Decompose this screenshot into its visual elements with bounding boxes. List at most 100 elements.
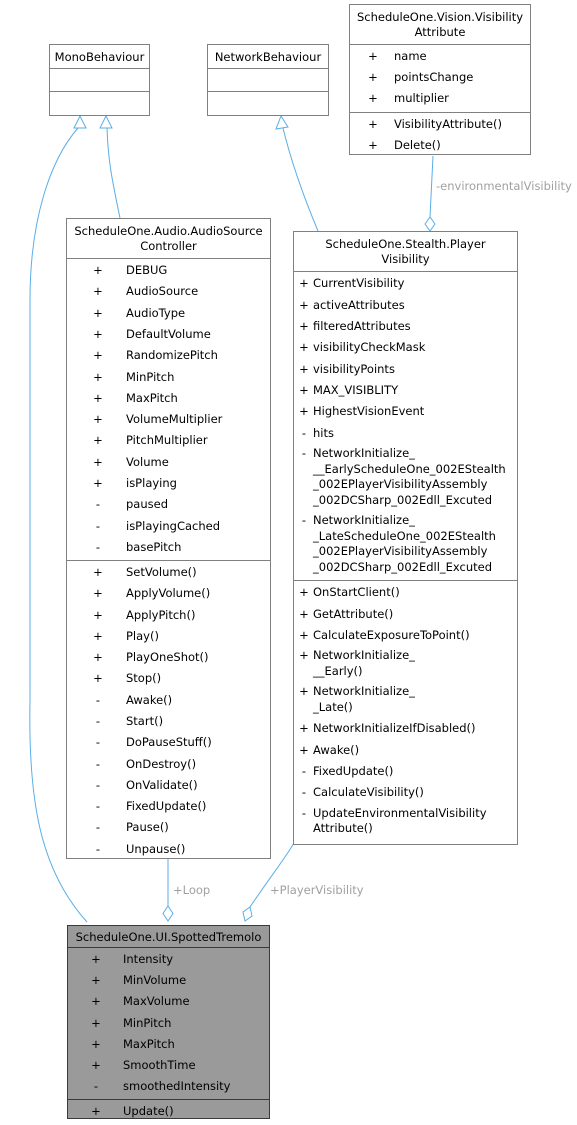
member-name: MinPitch bbox=[126, 369, 175, 384]
attribute-defaultvolume[interactable]: + DefaultVolume bbox=[67, 324, 270, 345]
member-name: HighestVisionEvent bbox=[313, 404, 425, 419]
operation-play[interactable]: + Play() bbox=[67, 626, 270, 647]
edge-player-to-net bbox=[282, 127, 319, 232]
class-visibility-attribute[interactable]: ScheduleOne.Vision.Visibility Attribute + n… bbox=[349, 4, 531, 155]
operation-awake[interactable]: - Awake() bbox=[67, 690, 270, 711]
visibility-marker: + bbox=[93, 454, 103, 469]
visibility-marker: + bbox=[91, 1036, 101, 1051]
operation-applypitch[interactable]: + ApplyPitch() bbox=[67, 605, 270, 626]
operation-updateenvironmentalvisibilityattribute[interactable]: - UpdateEnvironmentalVisibility Attribute(… bbox=[294, 804, 517, 840]
visibility-marker: + bbox=[299, 742, 309, 757]
class-title-line: Visibility bbox=[381, 252, 430, 266]
operation-calculateexposuretopoint[interactable]: + CalculateExposureToPoint() bbox=[294, 625, 517, 646]
member-name: __EarlyScheduleOne_002EStealth bbox=[313, 461, 506, 476]
attribute-name[interactable]: + name bbox=[350, 46, 530, 67]
member-name: ApplyVolume() bbox=[126, 586, 211, 601]
attribute-intensity[interactable]: + Intensity bbox=[68, 949, 269, 970]
attribute-smoothedintensity[interactable]: - smoothedIntensity bbox=[68, 1076, 269, 1097]
class-title: ScheduleOne.Stealth.Player Visibility bbox=[294, 232, 517, 272]
operation-pause[interactable]: - Pause() bbox=[67, 817, 270, 838]
operation-start[interactable]: - Start() bbox=[67, 711, 270, 732]
attribute-volume[interactable]: + Volume bbox=[67, 452, 270, 473]
visibility-marker: + bbox=[368, 91, 378, 106]
member-name: ApplyPitch() bbox=[126, 607, 196, 622]
visibility-marker: + bbox=[93, 628, 103, 643]
visibility-marker: - bbox=[301, 785, 307, 800]
operation-setvolume[interactable]: + SetVolume() bbox=[67, 562, 270, 583]
attribute-randomizepitch[interactable]: + RandomizePitch bbox=[67, 345, 270, 366]
attribute-minpitch[interactable]: + MinPitch bbox=[68, 1013, 269, 1034]
attribute-minvolume[interactable]: + MinVolume bbox=[68, 970, 269, 991]
attribute-networkinitialize-earlyscheduleone-002estealth-002eplayervisibilityassembly-002dcsharp-002edll-excuted[interactable]: - NetworkInitialize_ __EarlyScheduleOne_00… bbox=[294, 444, 517, 511]
attribute-maxpitch[interactable]: + MaxPitch bbox=[67, 388, 270, 409]
member-name: MaxPitch bbox=[126, 390, 178, 405]
member-name: CalculateVisibility() bbox=[313, 785, 424, 800]
visibility-marker: + bbox=[93, 475, 103, 490]
operation-visibilityattribute[interactable]: + VisibilityAttribute() bbox=[350, 114, 530, 136]
operation-onvalidate[interactable]: - OnValidate() bbox=[67, 775, 270, 796]
operation-playoneshot[interactable]: + PlayOneShot() bbox=[67, 647, 270, 668]
member-name: _002DCSharp_002Edll_Excuted bbox=[313, 559, 493, 574]
attribute-maxvolume[interactable]: + MaxVolume bbox=[68, 991, 269, 1012]
attribute-hits[interactable]: - hits bbox=[294, 423, 517, 444]
attribute-smoothtime[interactable]: + SmoothTime bbox=[68, 1055, 269, 1076]
class-spotted-tremolo[interactable]: ScheduleOne.UI.SpottedTremolo + Intensity +… bbox=[67, 925, 270, 1119]
operation-stop[interactable]: + Stop() bbox=[67, 668, 270, 689]
attribute-audiosource[interactable]: + AudioSource bbox=[67, 281, 270, 302]
operation-calculatevisibility[interactable]: - CalculateVisibility() bbox=[294, 782, 517, 803]
member-name: MaxVolume bbox=[123, 994, 190, 1009]
attribute-audiotype[interactable]: + AudioType bbox=[67, 303, 270, 324]
attribute-activeattributes[interactable]: + activeAttributes bbox=[294, 294, 517, 315]
member-name: basePitch bbox=[126, 539, 182, 554]
class-title-line: MonoBehaviour bbox=[54, 49, 145, 64]
operation-unpause[interactable]: - Unpause() bbox=[67, 839, 270, 860]
visibility-marker: - bbox=[95, 820, 101, 835]
attribute-currentvisibility[interactable]: + CurrentVisibility bbox=[294, 273, 517, 294]
attribute-isplaying[interactable]: + isPlaying bbox=[67, 473, 270, 494]
member-name: AudioType bbox=[126, 305, 186, 320]
operation-applyvolume[interactable]: + ApplyVolume() bbox=[67, 583, 270, 604]
attribute-maxpitch[interactable]: + MaxPitch bbox=[68, 1034, 269, 1055]
attribute-volumemultiplier[interactable]: + VolumeMultiplier bbox=[67, 409, 270, 430]
class-networkbehaviour[interactable]: NetworkBehaviour bbox=[207, 44, 329, 116]
attribute-highestvisionevent[interactable]: + HighestVisionEvent bbox=[294, 401, 517, 422]
operation-dopausestuff[interactable]: - DoPauseStuff() bbox=[67, 732, 270, 753]
operation-networkinitialize-late[interactable]: + NetworkInitialize_ _Late() bbox=[294, 682, 517, 718]
attribute-multiplier[interactable]: + multiplier bbox=[350, 88, 530, 109]
attribute-max-visiblity[interactable]: + MAX_VISIBLITY bbox=[294, 380, 517, 401]
attribute-visibilitypoints[interactable]: + visibilityPoints bbox=[294, 359, 517, 380]
visibility-marker: + bbox=[91, 1058, 101, 1073]
attribute-visibilitycheckmask[interactable]: + visibilityCheckMask bbox=[294, 337, 517, 358]
operation-getattribute[interactable]: + GetAttribute() bbox=[294, 603, 517, 624]
class-monobehaviour[interactable]: MonoBehaviour bbox=[49, 44, 150, 116]
visibility-marker: + bbox=[299, 340, 309, 355]
attribute-debug[interactable]: + DEBUG bbox=[67, 260, 270, 281]
attribute-pitchmultiplier[interactable]: + PitchMultiplier bbox=[67, 430, 270, 451]
member-name: Unpause() bbox=[126, 841, 186, 856]
visibility-marker: + bbox=[299, 383, 309, 398]
operation-fixedupdate[interactable]: - FixedUpdate() bbox=[67, 796, 270, 817]
attribute-pointschange[interactable]: + pointsChange bbox=[350, 67, 530, 88]
attribute-minpitch[interactable]: + MinPitch bbox=[67, 366, 270, 387]
operation-networkinitializeifdisabled[interactable]: + NetworkInitializeIfDisabled() bbox=[294, 718, 517, 739]
operation-fixedupdate[interactable]: - FixedUpdate() bbox=[294, 761, 517, 782]
member-name: hits bbox=[313, 425, 334, 440]
operation-ondestroy[interactable]: - OnDestroy() bbox=[67, 753, 270, 774]
operation-awake[interactable]: + Awake() bbox=[294, 740, 517, 761]
member-name: OnDestroy() bbox=[126, 756, 197, 771]
class-player-visibility[interactable]: ScheduleOne.Stealth.Player Visibility + Cur… bbox=[293, 231, 518, 845]
operation-update[interactable]: + Update() bbox=[68, 1101, 269, 1122]
attribute-isplayingcached[interactable]: - isPlayingCached bbox=[67, 515, 270, 536]
attribute-paused[interactable]: - paused bbox=[67, 494, 270, 515]
visibility-marker: - bbox=[301, 764, 307, 779]
attribute-networkinitialize-latescheduleone-002estealth-002eplayervisibilityassembly-002dcsharp-002edll-excuted[interactable]: - NetworkInitialize_ _LateScheduleOne_002E… bbox=[294, 511, 517, 578]
operation-delete[interactable]: + Delete() bbox=[350, 135, 530, 157]
label-environmental-visibility: -environmentalVisibility bbox=[436, 179, 572, 193]
attribute-basepitch[interactable]: - basePitch bbox=[67, 537, 270, 558]
visibility-marker: + bbox=[93, 348, 103, 363]
operation-onstartclient[interactable]: + OnStartClient() bbox=[294, 582, 517, 603]
class-audio-source-controller[interactable]: ScheduleOne.Audio.AudioSource Controller +… bbox=[66, 218, 271, 859]
attribute-filteredattributes[interactable]: + filteredAttributes bbox=[294, 316, 517, 337]
member-name: NetworkInitialize_ bbox=[313, 648, 415, 663]
operation-networkinitialize-early[interactable]: + NetworkInitialize_ __Early() bbox=[294, 646, 517, 682]
